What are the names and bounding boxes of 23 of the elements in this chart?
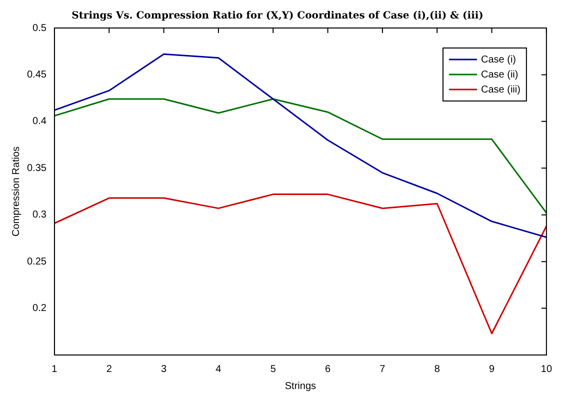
chart-title: Strings Vs. Compression Ratio for (X,Y) Coordinates of Case (i),(ii) & (iii)	[72, 10, 484, 22]
x-tick-label: 3	[161, 364, 168, 375]
x-tick-label: 5	[270, 364, 276, 375]
x-tick-label: 10	[540, 364, 552, 375]
x-tick-label: 7	[380, 364, 386, 375]
x-tick-label: 8	[434, 364, 440, 375]
y-tick-label: 0.25	[26, 256, 47, 268]
x-tick-label: 9	[488, 364, 495, 375]
y-tick-label: 0.45	[26, 69, 47, 80]
x-tick-label: 6	[325, 364, 331, 375]
x-tick-label: 1	[52, 364, 58, 375]
y-tick-label: 0.35	[26, 162, 47, 174]
legend-label: Case (ii)	[480, 69, 518, 80]
y-axis-title: Compression Ratios	[10, 146, 22, 237]
x-axis-title: Strings	[284, 380, 316, 392]
x-tick-label: 4	[216, 364, 222, 375]
x-tick-label: 2	[106, 364, 112, 375]
y-tick-label: 0.5	[32, 22, 47, 34]
legend-label: Case (i)	[480, 54, 516, 66]
y-tick-label: 0.4	[32, 116, 47, 128]
y-tick-label: 0.2	[32, 303, 47, 314]
y-tick-label: 0.3	[32, 210, 47, 221]
legend-label: Case (iii)	[480, 84, 520, 96]
